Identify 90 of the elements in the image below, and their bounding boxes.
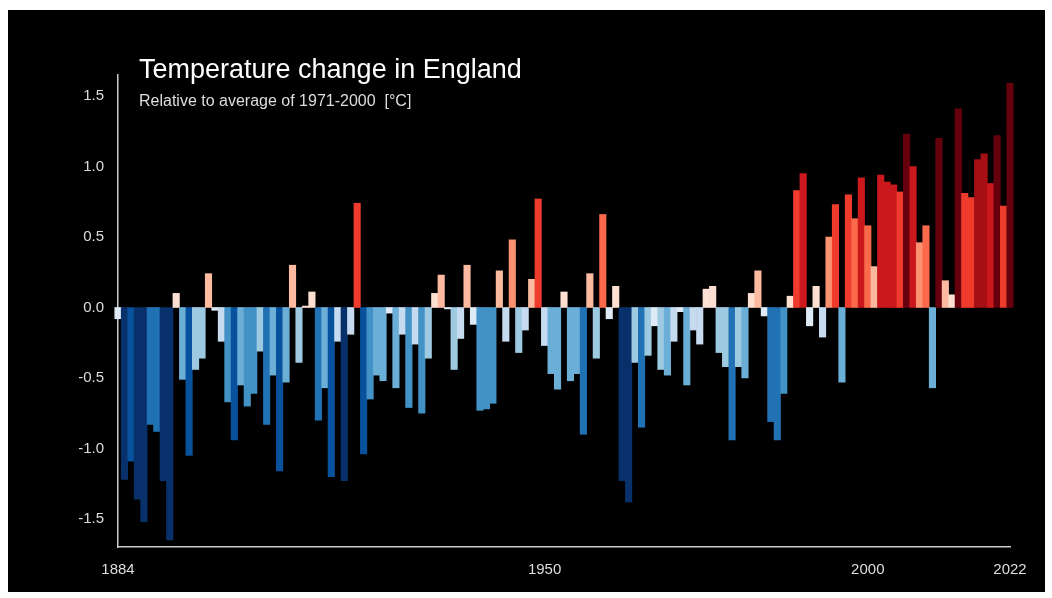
bar (237, 307, 245, 386)
bar (663, 307, 671, 376)
bar (534, 198, 542, 308)
bar (541, 307, 549, 346)
bar (508, 239, 516, 308)
bar (114, 307, 122, 320)
bar (806, 307, 814, 327)
bar (211, 307, 219, 311)
bar (179, 307, 187, 380)
bar (987, 183, 995, 308)
bar (579, 307, 587, 435)
x-tick-label: 1950 (527, 560, 562, 578)
bar (605, 307, 613, 320)
bar (935, 138, 943, 308)
bar (728, 307, 736, 441)
bar (295, 307, 303, 363)
bar (638, 307, 646, 428)
y-tick-label: -0.5 (78, 368, 104, 386)
y-tick-label: 0.5 (83, 227, 104, 245)
bar (437, 274, 445, 308)
bar (224, 307, 232, 403)
bar (864, 225, 872, 308)
bar (941, 280, 949, 308)
x-tick-label: 2022 (993, 560, 1027, 578)
bar (327, 307, 335, 477)
bar (670, 307, 678, 342)
bar (922, 225, 930, 308)
bar (424, 307, 432, 359)
bar (450, 307, 458, 370)
bar (340, 307, 348, 482)
text: Relative to average of 1971-2000 [°C] (139, 92, 412, 110)
bar (1006, 83, 1014, 308)
bar (127, 307, 135, 462)
bar (657, 307, 665, 370)
bar (818, 307, 827, 338)
bar (457, 307, 465, 339)
bar (444, 307, 452, 310)
bar (288, 264, 297, 308)
y-tick-label: 1.5 (83, 86, 104, 104)
y-tick-label: 1.0 (83, 156, 104, 174)
bar (334, 307, 342, 342)
bar (909, 166, 917, 308)
bar (780, 307, 788, 394)
bar (528, 278, 536, 308)
bar (831, 204, 840, 308)
bar (418, 307, 426, 414)
bar (282, 307, 290, 383)
bar (276, 307, 284, 472)
bar (230, 307, 238, 441)
bar (204, 273, 213, 308)
bar (321, 307, 329, 389)
bar (560, 291, 568, 308)
bar (515, 307, 523, 353)
bar (495, 270, 503, 308)
bar (741, 307, 749, 379)
y-tick-label: -1.0 (78, 438, 104, 456)
bar (353, 202, 361, 308)
bar (754, 270, 762, 308)
bar (954, 108, 962, 308)
bar (172, 293, 180, 308)
bar (463, 264, 471, 308)
bar (825, 236, 833, 308)
chart-title: Temperature change in England (139, 54, 522, 85)
bar (838, 307, 846, 383)
x-tick-label: 2000 (851, 560, 885, 578)
bar (392, 307, 400, 389)
bar (799, 173, 807, 308)
bar (683, 307, 691, 386)
bar (612, 286, 620, 308)
bar (502, 307, 510, 342)
bar (592, 307, 600, 359)
bar (928, 307, 936, 389)
bar (793, 190, 801, 308)
bar (599, 214, 607, 308)
bar (586, 273, 594, 308)
bar (948, 294, 956, 308)
bar (263, 307, 271, 425)
bar (431, 293, 439, 308)
x-tick-label: 1884 (101, 560, 135, 578)
bar (521, 307, 529, 331)
y-tick-label: 0.0 (83, 297, 104, 315)
bar (812, 286, 820, 308)
y-tick-label: -1.5 (78, 508, 104, 526)
bar (360, 307, 368, 455)
bar (851, 218, 859, 308)
bar (993, 135, 1001, 308)
bar (185, 307, 193, 456)
bar (347, 307, 355, 335)
bar (644, 307, 652, 356)
bar (405, 307, 413, 408)
